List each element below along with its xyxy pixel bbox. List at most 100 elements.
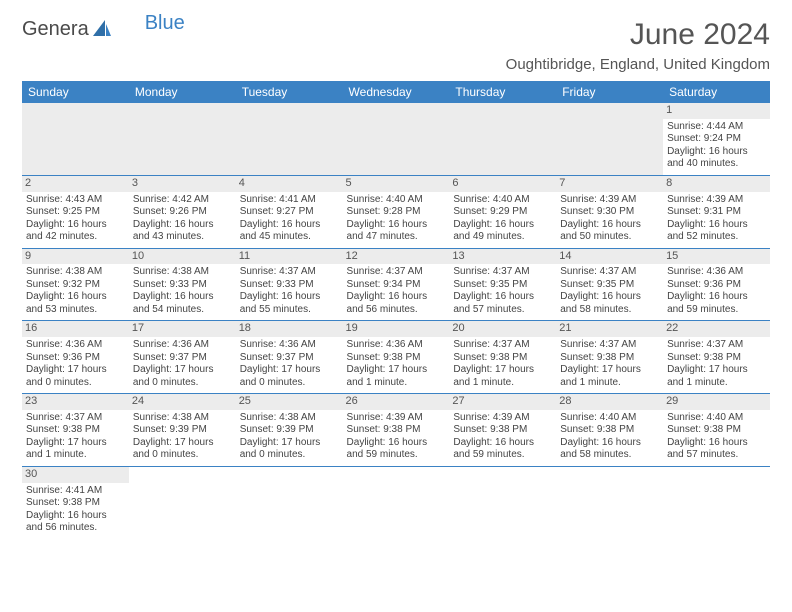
sunset-text: Sunset: 9:36 PM (26, 352, 125, 365)
day-number: 25 (236, 394, 343, 410)
sunset-text: Sunset: 9:27 PM (240, 206, 339, 219)
sunset-text: Sunset: 9:28 PM (347, 206, 446, 219)
sunrise-text: Sunrise: 4:37 AM (26, 412, 125, 425)
calendar-day: 12Sunrise: 4:37 AMSunset: 9:34 PMDayligh… (343, 248, 450, 321)
calendar-day: 17Sunrise: 4:36 AMSunset: 9:37 PMDayligh… (129, 321, 236, 394)
title-block: June 2024 Oughtibridge, England, United … (506, 18, 770, 73)
calendar-day: 30Sunrise: 4:41 AMSunset: 9:38 PMDayligh… (22, 466, 129, 538)
calendar-day: 15Sunrise: 4:36 AMSunset: 9:36 PMDayligh… (663, 248, 770, 321)
calendar-day-empty (129, 103, 236, 175)
day-number: 8 (663, 176, 770, 192)
weekday-header: Thursday (449, 81, 556, 103)
calendar-day-empty (343, 103, 450, 175)
day-number: 5 (343, 176, 450, 192)
sunrise-text: Sunrise: 4:38 AM (133, 266, 232, 279)
logo: Genera Blue (22, 18, 185, 45)
sunset-text: Sunset: 9:38 PM (26, 497, 125, 510)
sunset-text: Sunset: 9:24 PM (667, 133, 766, 146)
daylight-text: Daylight: 16 hours and 56 minutes. (347, 291, 446, 316)
sunset-text: Sunset: 9:38 PM (347, 352, 446, 365)
sunset-text: Sunset: 9:29 PM (453, 206, 552, 219)
sunset-text: Sunset: 9:35 PM (453, 279, 552, 292)
day-number: 2 (22, 176, 129, 192)
weekday-header: Tuesday (236, 81, 343, 103)
sunset-text: Sunset: 9:38 PM (667, 352, 766, 365)
calendar-week: 9Sunrise: 4:38 AMSunset: 9:32 PMDaylight… (22, 248, 770, 321)
calendar-table: SundayMondayTuesdayWednesdayThursdayFrid… (22, 81, 770, 539)
sunrise-text: Sunrise: 4:44 AM (667, 121, 766, 134)
day-number: 28 (556, 394, 663, 410)
header: Genera Blue June 2024 Oughtibridge, Engl… (22, 18, 770, 73)
daylight-text: Daylight: 16 hours and 45 minutes. (240, 219, 339, 244)
sunrise-text: Sunrise: 4:37 AM (560, 339, 659, 352)
daylight-text: Daylight: 17 hours and 0 minutes. (133, 437, 232, 462)
daylight-text: Daylight: 16 hours and 40 minutes. (667, 146, 766, 171)
weekday-header: Monday (129, 81, 236, 103)
daylight-text: Daylight: 17 hours and 0 minutes. (133, 364, 232, 389)
calendar-day: 10Sunrise: 4:38 AMSunset: 9:33 PMDayligh… (129, 248, 236, 321)
day-number: 1 (663, 103, 770, 119)
sunset-text: Sunset: 9:39 PM (133, 424, 232, 437)
calendar-week: 1 Sunrise: 4:44 AMSunset: 9:24 PMDaylight… (22, 103, 770, 175)
day-number: 17 (129, 321, 236, 337)
calendar-day: 13Sunrise: 4:37 AMSunset: 9:35 PMDayligh… (449, 248, 556, 321)
sunset-text: Sunset: 9:39 PM (240, 424, 339, 437)
day-number: 9 (22, 249, 129, 265)
calendar-week: 30Sunrise: 4:41 AMSunset: 9:38 PMDayligh… (22, 466, 770, 538)
calendar-head: SundayMondayTuesdayWednesdayThursdayFrid… (22, 81, 770, 103)
weekday-header: Saturday (663, 81, 770, 103)
daylight-text: Daylight: 16 hours and 56 minutes. (26, 510, 125, 535)
daylight-text: Daylight: 16 hours and 49 minutes. (453, 219, 552, 244)
calendar-day-empty (556, 466, 663, 538)
calendar-day: 7Sunrise: 4:39 AMSunset: 9:30 PMDaylight… (556, 175, 663, 248)
sunrise-text: Sunrise: 4:39 AM (453, 412, 552, 425)
day-number: 27 (449, 394, 556, 410)
calendar-day: 8Sunrise: 4:39 AMSunset: 9:31 PMDaylight… (663, 175, 770, 248)
daylight-text: Daylight: 17 hours and 1 minute. (453, 364, 552, 389)
calendar-day-empty (22, 103, 129, 175)
sunrise-text: Sunrise: 4:40 AM (560, 412, 659, 425)
sunrise-text: Sunrise: 4:36 AM (240, 339, 339, 352)
day-number: 26 (343, 394, 450, 410)
sunrise-text: Sunrise: 4:37 AM (240, 266, 339, 279)
calendar-day: 16Sunrise: 4:36 AMSunset: 9:36 PMDayligh… (22, 321, 129, 394)
logo-text-blue: Blue (145, 12, 185, 35)
day-number: 20 (449, 321, 556, 337)
calendar-day: 6Sunrise: 4:40 AMSunset: 9:29 PMDaylight… (449, 175, 556, 248)
sunrise-text: Sunrise: 4:37 AM (453, 339, 552, 352)
sunset-text: Sunset: 9:38 PM (667, 424, 766, 437)
day-number: 7 (556, 176, 663, 192)
daylight-text: Daylight: 16 hours and 50 minutes. (560, 219, 659, 244)
sunrise-text: Sunrise: 4:40 AM (667, 412, 766, 425)
daylight-text: Daylight: 17 hours and 0 minutes. (26, 364, 125, 389)
sunrise-text: Sunrise: 4:38 AM (26, 266, 125, 279)
sunrise-text: Sunrise: 4:36 AM (667, 266, 766, 279)
day-number: 4 (236, 176, 343, 192)
daylight-text: Daylight: 16 hours and 47 minutes. (347, 219, 446, 244)
calendar-day: 20Sunrise: 4:37 AMSunset: 9:38 PMDayligh… (449, 321, 556, 394)
calendar-day: 27Sunrise: 4:39 AMSunset: 9:38 PMDayligh… (449, 394, 556, 467)
sunrise-text: Sunrise: 4:39 AM (347, 412, 446, 425)
day-number: 12 (343, 249, 450, 265)
calendar-day-empty (556, 103, 663, 175)
day-number: 24 (129, 394, 236, 410)
sunrise-text: Sunrise: 4:37 AM (453, 266, 552, 279)
calendar-week: 16Sunrise: 4:36 AMSunset: 9:36 PMDayligh… (22, 321, 770, 394)
day-number: 22 (663, 321, 770, 337)
day-number: 16 (22, 321, 129, 337)
calendar-body: 1Sunrise: 4:44 AMSunset: 9:24 PMDaylight… (22, 103, 770, 539)
month-title: June 2024 (506, 18, 770, 52)
sunrise-text: Sunrise: 4:36 AM (133, 339, 232, 352)
sunrise-text: Sunrise: 4:41 AM (26, 485, 125, 498)
calendar-day-empty (449, 466, 556, 538)
calendar-day-empty (129, 466, 236, 538)
day-number: 15 (663, 249, 770, 265)
calendar-day: 9Sunrise: 4:38 AMSunset: 9:32 PMDaylight… (22, 248, 129, 321)
calendar-day: 25Sunrise: 4:38 AMSunset: 9:39 PMDayligh… (236, 394, 343, 467)
daylight-text: Daylight: 16 hours and 55 minutes. (240, 291, 339, 316)
weekday-header: Sunday (22, 81, 129, 103)
sunset-text: Sunset: 9:37 PM (240, 352, 339, 365)
daylight-text: Daylight: 16 hours and 58 minutes. (560, 291, 659, 316)
sunset-text: Sunset: 9:35 PM (560, 279, 659, 292)
calendar-week: 2Sunrise: 4:43 AMSunset: 9:25 PMDaylight… (22, 175, 770, 248)
